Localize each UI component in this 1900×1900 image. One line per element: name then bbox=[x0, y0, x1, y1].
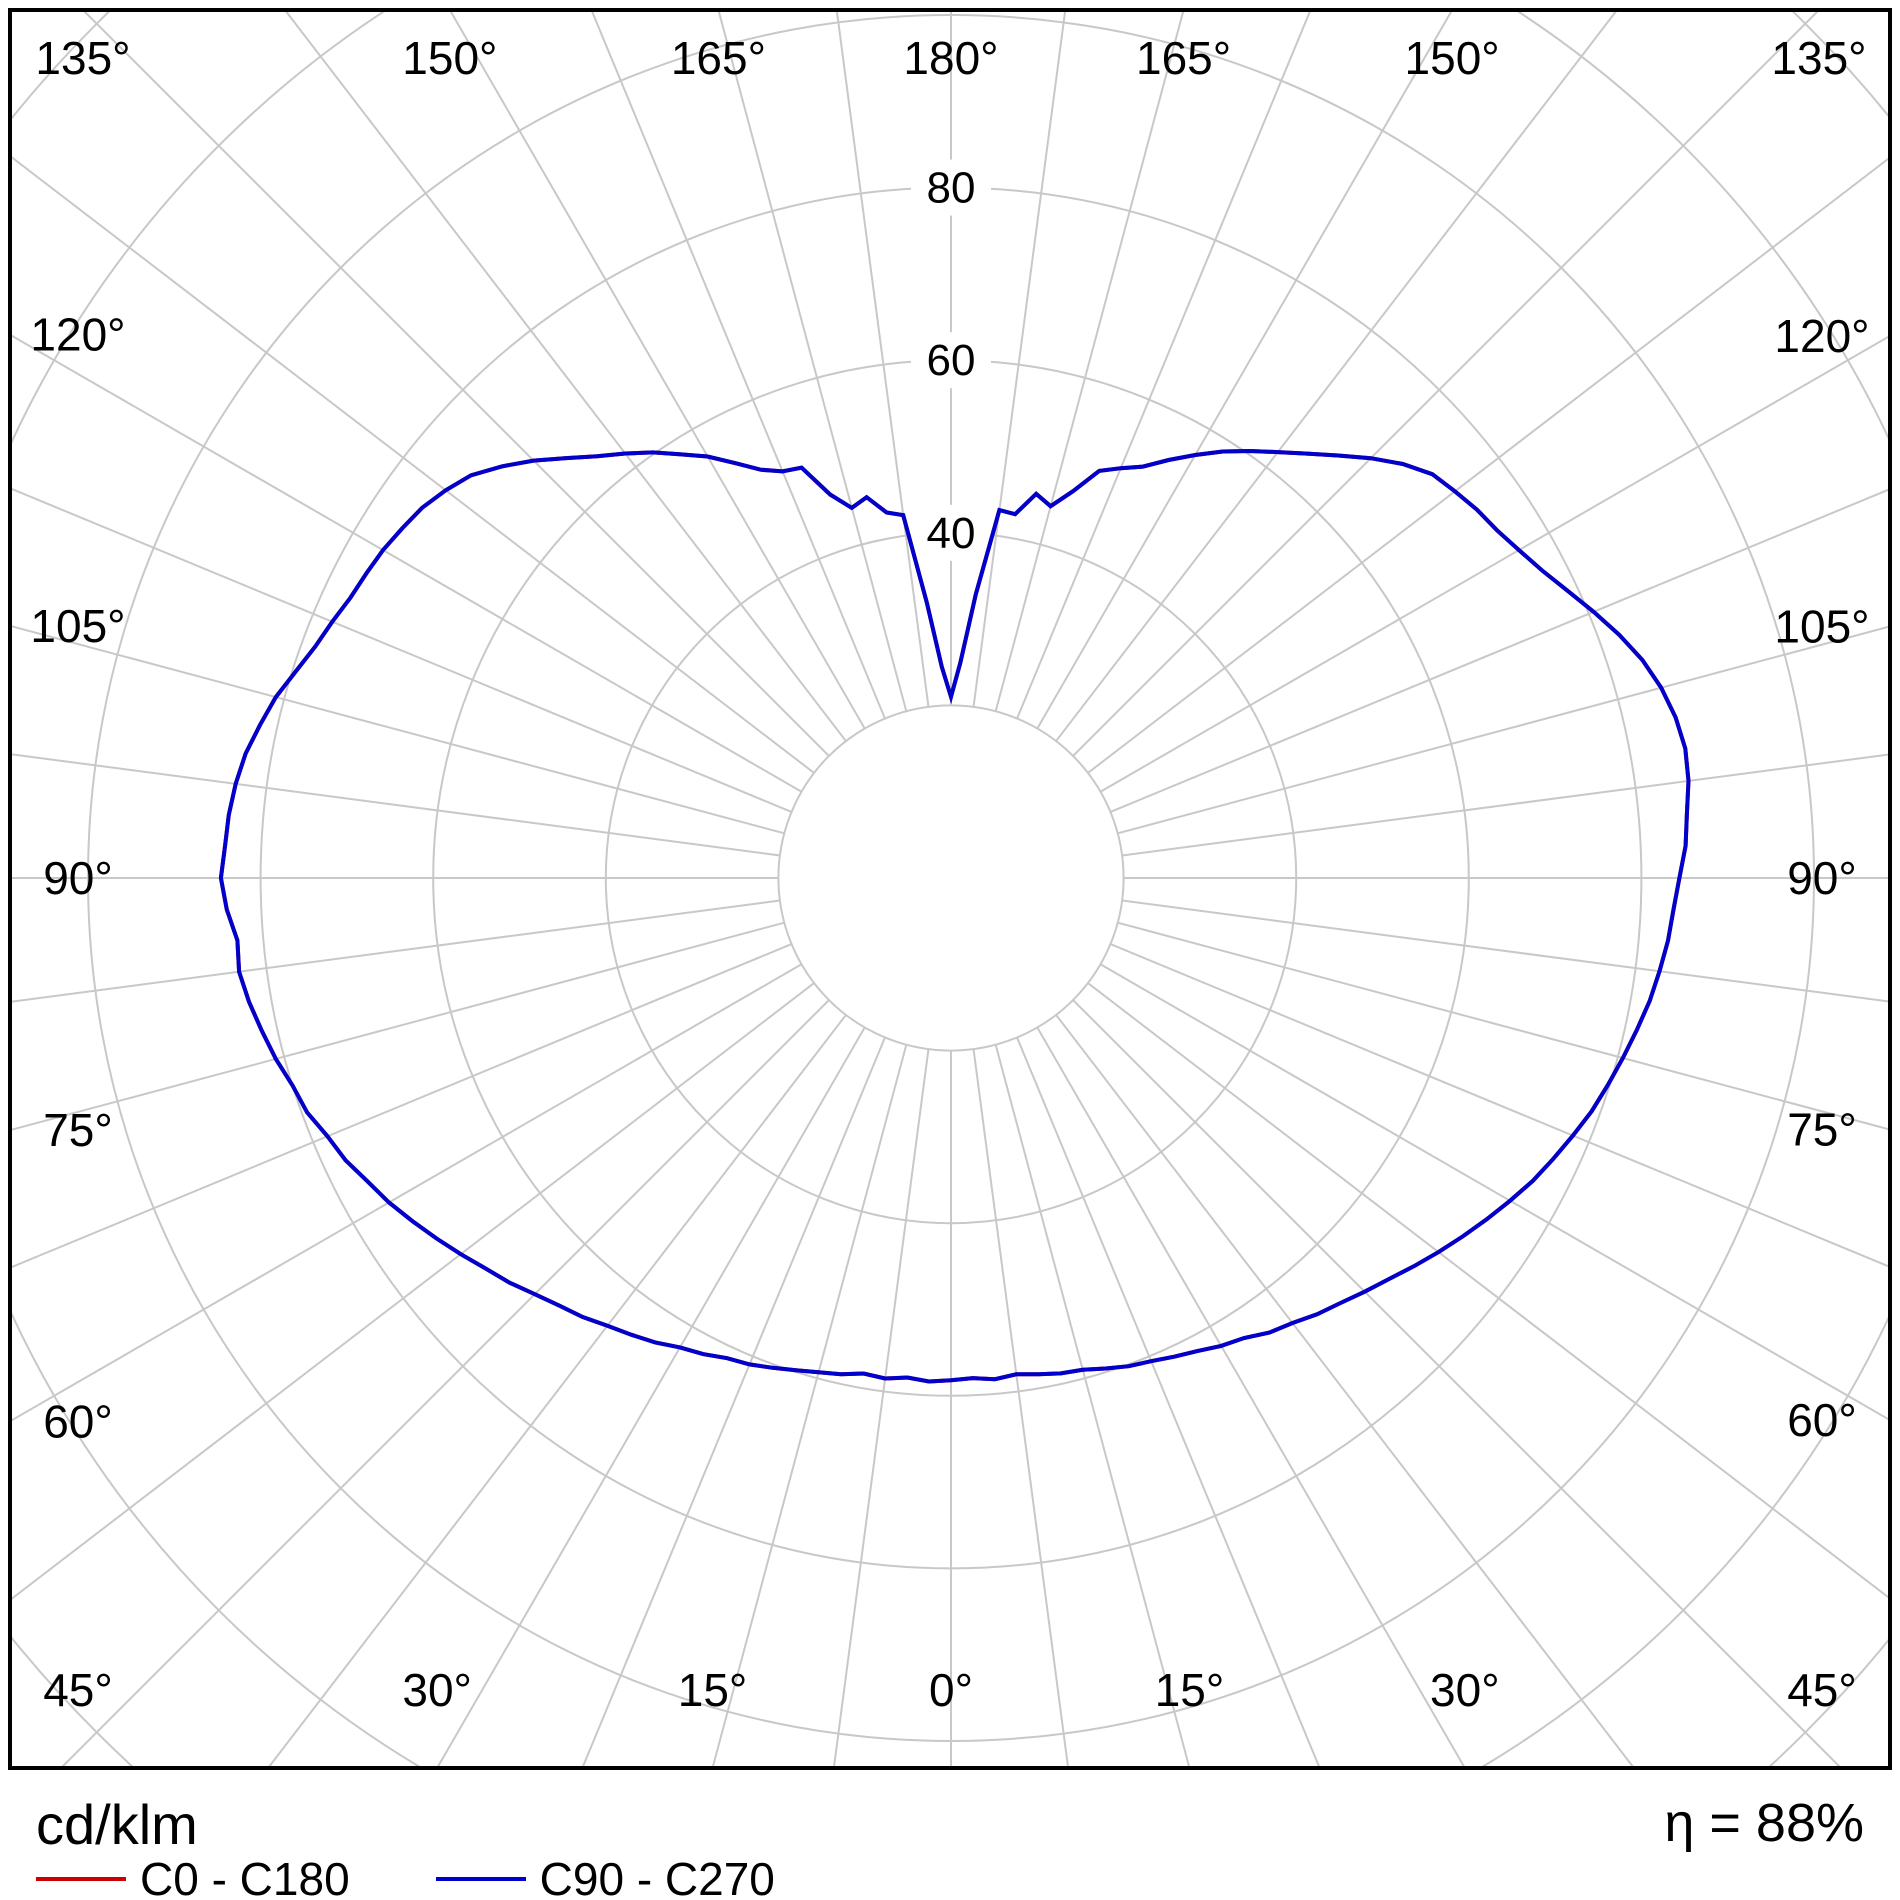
svg-text:15°: 15° bbox=[678, 1664, 748, 1716]
svg-text:75°: 75° bbox=[1787, 1104, 1857, 1156]
polar-chart: 40 60 80 0° 15° 15° 30° 30° 45° 45° 60° 60° 75° 75° 90… bbox=[8, 8, 1892, 1770]
svg-text:90°: 90° bbox=[1787, 852, 1857, 904]
svg-text:40: 40 bbox=[927, 509, 976, 558]
svg-text:45°: 45° bbox=[1787, 1664, 1857, 1716]
svg-text:15°: 15° bbox=[1155, 1664, 1225, 1716]
svg-text:0°: 0° bbox=[929, 1664, 973, 1716]
svg-text:120°: 120° bbox=[30, 309, 125, 361]
legend-line-c90-c270 bbox=[435, 1877, 526, 1881]
svg-text:135°: 135° bbox=[35, 32, 130, 84]
legend-label-c90-c270: C90 - C270 bbox=[539, 1853, 775, 1900]
legend-label-c0-c180: C0 - C180 bbox=[140, 1853, 350, 1900]
svg-text:90°: 90° bbox=[43, 852, 113, 904]
legend-item-c0-c180: C0 - C180 bbox=[36, 1856, 350, 1900]
legend-item-c90-c270: C90 - C270 bbox=[435, 1853, 775, 1900]
svg-text:120°: 120° bbox=[1774, 310, 1869, 362]
svg-text:45°: 45° bbox=[43, 1664, 113, 1716]
svg-text:165°: 165° bbox=[671, 32, 766, 84]
efficiency-label: η = 88% bbox=[1664, 1793, 1864, 1853]
svg-text:165°: 165° bbox=[1136, 32, 1231, 84]
angle-labels: 0° 15° 15° 30° 30° 45° 45° 60° 60° 75° 75° 90° 90° 10… bbox=[30, 32, 1869, 1716]
curve-c90-c270 bbox=[218, 448, 1691, 1384]
legend: C0 - C180 C90 - C270 bbox=[36, 1856, 775, 1900]
svg-text:105°: 105° bbox=[30, 600, 125, 652]
svg-text:150°: 150° bbox=[402, 32, 497, 84]
svg-text:150°: 150° bbox=[1405, 32, 1500, 84]
chart-border bbox=[8, 8, 1892, 1770]
ring-labels: 40 60 80 bbox=[911, 159, 991, 561]
svg-text:75°: 75° bbox=[43, 1104, 113, 1156]
svg-text:30°: 30° bbox=[402, 1664, 472, 1716]
legend-line-c0-c180 bbox=[36, 1877, 126, 1881]
svg-text:180°: 180° bbox=[903, 32, 998, 84]
polar-grid bbox=[12, 12, 1888, 1766]
svg-text:80: 80 bbox=[927, 164, 976, 213]
svg-text:60: 60 bbox=[927, 336, 976, 385]
svg-text:30°: 30° bbox=[1430, 1664, 1500, 1716]
svg-text:60°: 60° bbox=[1787, 1394, 1857, 1446]
unit-label: cd/klm bbox=[36, 1793, 198, 1856]
svg-text:105°: 105° bbox=[1774, 600, 1869, 652]
svg-text:60°: 60° bbox=[43, 1395, 113, 1447]
svg-text:135°: 135° bbox=[1771, 32, 1866, 84]
